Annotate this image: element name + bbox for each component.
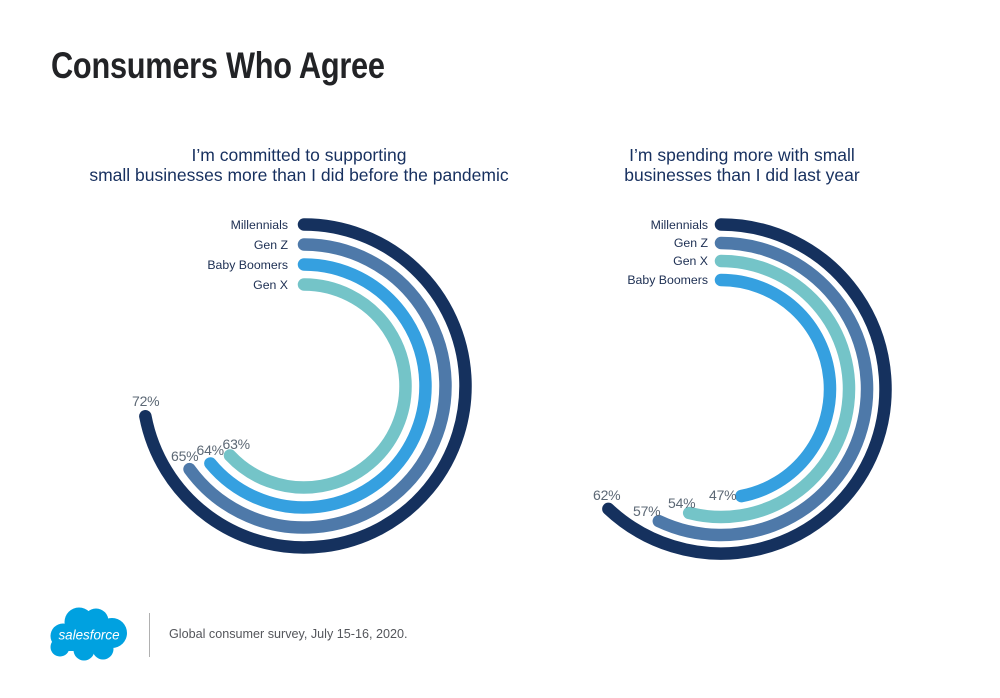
svg-text:salesforce: salesforce	[58, 628, 119, 643]
